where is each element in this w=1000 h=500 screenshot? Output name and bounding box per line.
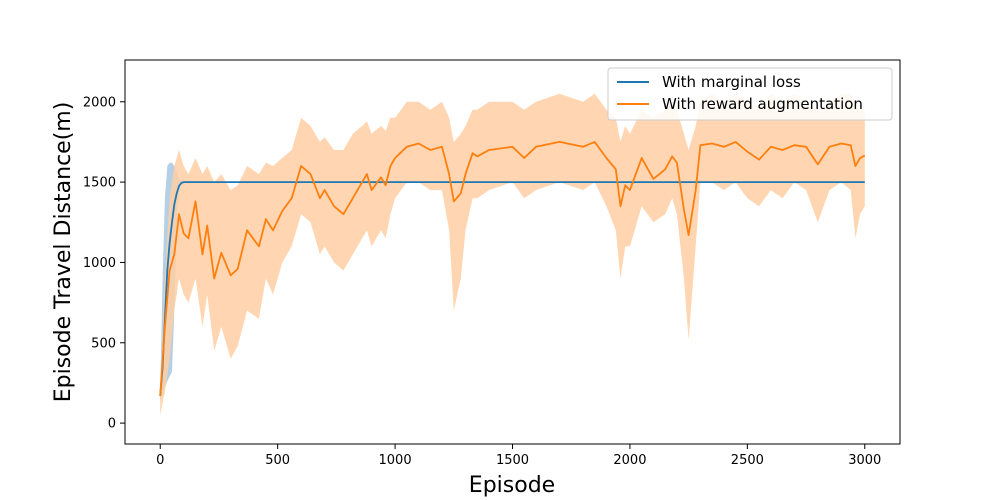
y-axis-ticks: 0 500 1000 1500 2000 [83,95,125,432]
confidence-bands [160,93,865,416]
series-lines [159,140,866,396]
series-line-2 [159,140,866,396]
x-axis-ticks: 0 500 1000 1500 2000 2500 3000 [156,444,881,468]
legend-box [607,67,893,121]
legend-label-1: With marginal loss [662,73,801,91]
y-tick-label: 2000 [83,95,116,110]
x-tick-label: 2000 [613,453,646,468]
x-tick-label: 1000 [379,453,412,468]
y-axis-label: Episode Travel Distance(m) [51,102,76,403]
series-line-1 [159,181,865,396]
y-tick-label: 1000 [83,256,116,271]
x-tick-label: 3000 [848,453,881,468]
legend-label-2: With reward augmentation [662,95,863,113]
legend: With marginal loss With reward augmentati… [607,67,893,121]
x-tick-label: 0 [156,453,164,468]
x-tick-label: 1500 [496,453,529,468]
y-tick-label: 500 [91,336,116,351]
x-axis-label: Episode [469,473,555,498]
y-tick-label: 0 [108,417,116,432]
series-band-2 [160,93,865,416]
y-tick-label: 1500 [83,176,116,191]
x-tick-label: 500 [265,453,290,468]
x-tick-label: 2500 [731,453,764,468]
